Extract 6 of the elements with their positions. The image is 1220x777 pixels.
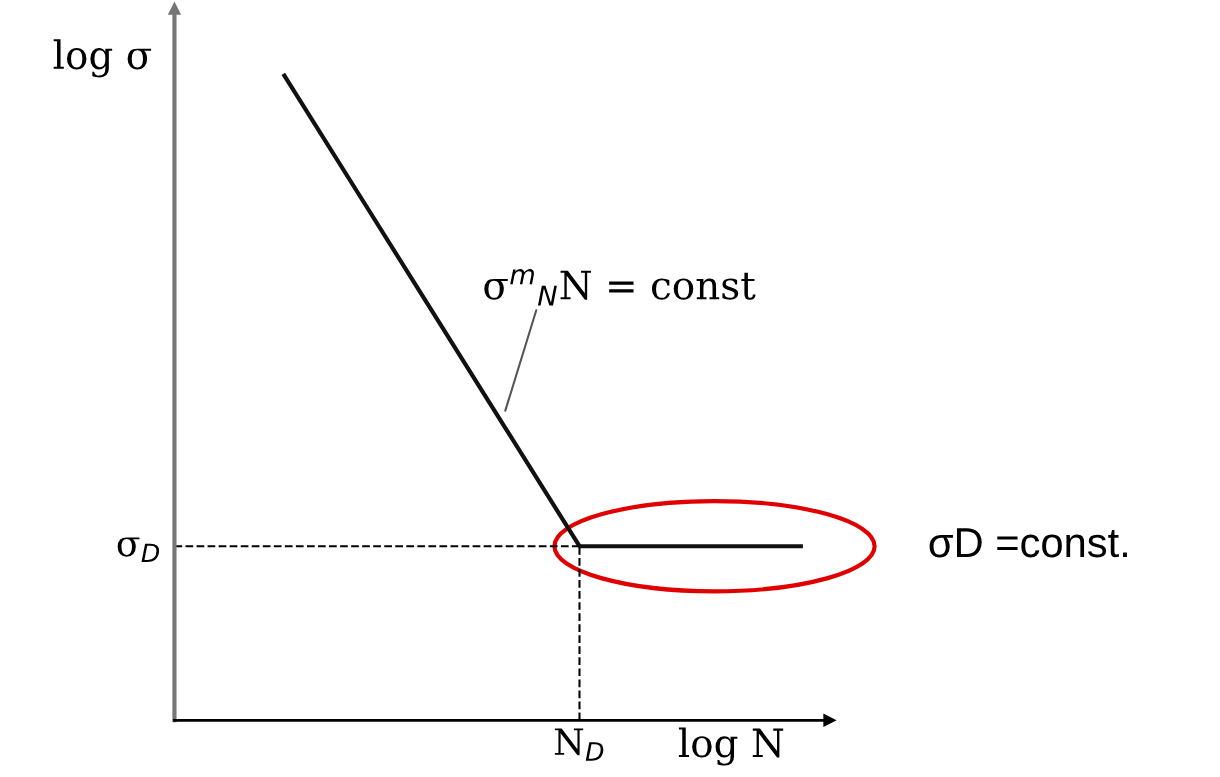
x-axis-title: log N bbox=[678, 727, 784, 766]
annotation: σ$^{m}$$_{N}$N = const bbox=[484, 269, 756, 306]
ref-line-label: σ$_{D}$ bbox=[117, 537, 160, 563]
text: σD =const. bbox=[929, 528, 1127, 558]
text: N$_{D}$ bbox=[554, 728, 604, 761]
y-axis-title: log σ bbox=[53, 39, 152, 78]
